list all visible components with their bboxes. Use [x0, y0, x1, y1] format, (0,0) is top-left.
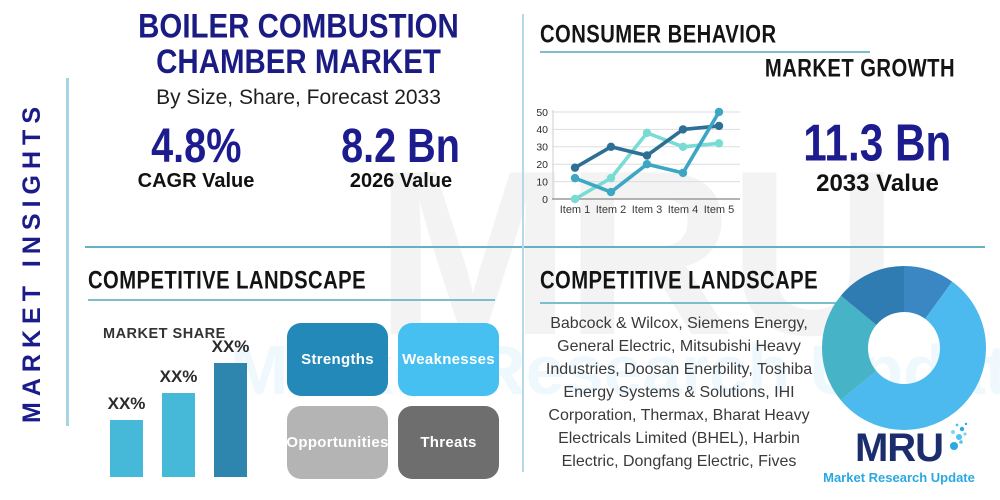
- cagr-value: 4.8%: [150, 118, 242, 174]
- svg-text:Item 3: Item 3: [632, 204, 663, 216]
- header-stats-row: 4.8% CAGR Value 8.2 Bn 2026 Value: [75, 118, 522, 193]
- market-growth-heading: MARKET GROWTH: [764, 53, 955, 82]
- svg-text:Item 5: Item 5: [704, 204, 735, 216]
- vertical-divider: [522, 14, 524, 472]
- market-share-label: MARKET SHARE: [103, 326, 226, 342]
- svg-text:0: 0: [542, 194, 548, 206]
- logo-splash-icon: [950, 422, 968, 450]
- swot-cell: Threats: [398, 406, 499, 479]
- sidebar-vertical-title: MARKET INSIGHTS: [17, 101, 46, 423]
- consumer-behavior-underline: [540, 51, 870, 53]
- bar-rect: [162, 393, 195, 477]
- left-accent-line: [66, 78, 69, 426]
- competitive-landscape-right-heading-box: COMPETITIVE LANDSCAPE: [540, 265, 856, 295]
- competitive-landscape-right-underline: [540, 302, 870, 304]
- logo-text: MRU: [854, 426, 944, 470]
- consumer-behavior-heading-box: CONSUMER BEHAVIOR: [540, 19, 809, 49]
- header: BOILER COMBUSTION CHAMBER MARKET By Size…: [75, 8, 522, 193]
- line-chart: 0 10 20 30 40 50 Item 1 Item 2 Item 3 Item 4 Item…: [533, 102, 765, 235]
- base-year-stat: 8.2 Bn 2026 Value: [326, 118, 476, 193]
- companies-list: Babcock & Wilcox, Siemens Energy, Genera…: [545, 315, 813, 471]
- consumer-behavior-heading: CONSUMER BEHAVIOR: [540, 19, 777, 48]
- competitive-landscape-left-underline: [88, 299, 495, 301]
- bar-rect: [214, 363, 247, 477]
- svg-text:Item 2: Item 2: [596, 204, 627, 216]
- market-share-bar-chart: XX% XX% XX%: [107, 337, 250, 477]
- page-title: BOILER COMBUSTION CHAMBER MARKET: [138, 5, 459, 81]
- logo-tagline: Market Research Update: [823, 470, 975, 485]
- cagr-stat: 4.8% CAGR Value: [121, 118, 271, 193]
- line-chart-x-axis-labels: Item 1 Item 2 Item 3 Item 4 Item 5: [560, 204, 735, 216]
- forecast-stat: 11.3 Bn 2033 Value: [775, 113, 980, 198]
- base-year-label: 2026 Value: [349, 170, 453, 193]
- bar-rect: [110, 420, 143, 477]
- bar-value-label: XX%: [211, 337, 250, 356]
- bar-item: XX%: [159, 367, 198, 477]
- swot-cell: Weaknesses: [398, 323, 499, 396]
- market-growth-heading-box: MARKET GROWTH: [640, 53, 955, 83]
- page-subtitle: By Size, Share, Forecast 2033: [156, 86, 441, 110]
- swot-cell: Opportunities: [286, 406, 388, 479]
- horizontal-divider: [85, 246, 985, 248]
- competitive-landscape-left-heading: COMPETITIVE LANDSCAPE: [88, 265, 367, 294]
- line-chart-series: [570, 107, 724, 204]
- svg-text:30: 30: [536, 142, 548, 154]
- cagr-label: CAGR Value: [137, 170, 255, 193]
- brand-logo: MRU Market Research Update: [820, 422, 978, 485]
- forecast-value: 11.3 Bn: [803, 113, 952, 172]
- bar-item: XX%: [211, 337, 250, 477]
- bar-value-label: XX%: [107, 394, 146, 413]
- svg-text:20: 20: [536, 159, 548, 171]
- bar-item: XX%: [107, 394, 146, 477]
- svg-text:Item 1: Item 1: [560, 204, 591, 216]
- swot-cell: Strengths: [287, 323, 388, 396]
- svg-text:10: 10: [536, 176, 548, 188]
- svg-text:50: 50: [536, 107, 548, 119]
- base-year-value: 8.2 Bn: [341, 118, 461, 174]
- bar-value-label: XX%: [159, 367, 198, 386]
- line-chart-y-axis-labels: 0 10 20 30 40 50: [536, 107, 548, 206]
- svg-text:Item 4: Item 4: [668, 204, 699, 216]
- forecast-label: 2033 Value: [816, 170, 939, 198]
- sidebar-vertical-title-box: MARKET INSIGHTS: [4, 92, 60, 432]
- competitive-landscape-right-heading: COMPETITIVE LANDSCAPE: [540, 265, 819, 294]
- competitive-landscape-left-heading-box: COMPETITIVE LANDSCAPE: [88, 265, 404, 295]
- donut-chart: [822, 266, 986, 435]
- svg-text:40: 40: [536, 124, 548, 136]
- swot-grid: Strengths Weaknesses Opportunities Threa…: [286, 323, 499, 479]
